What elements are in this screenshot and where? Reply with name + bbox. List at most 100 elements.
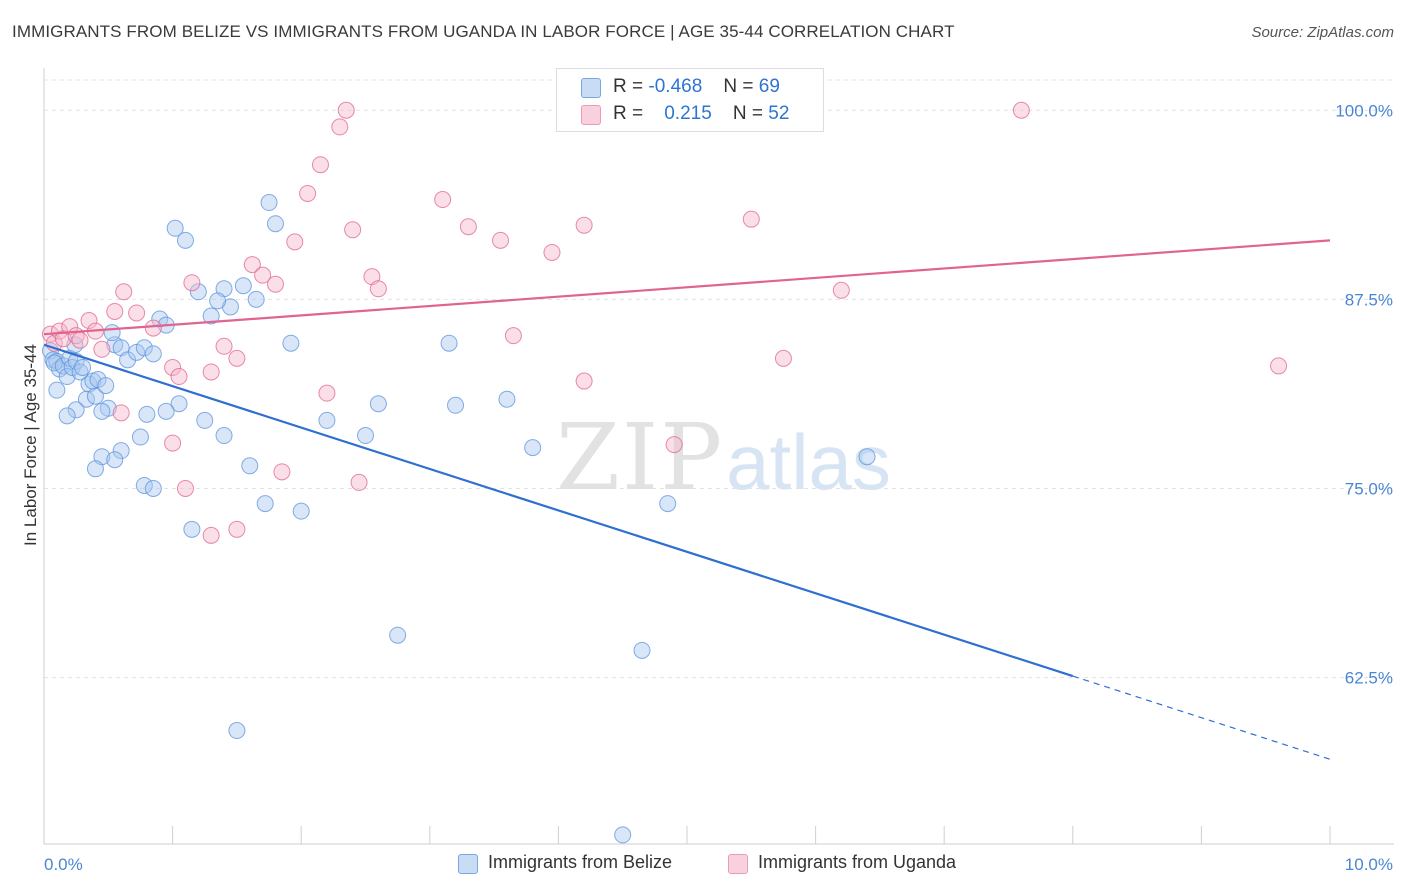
series-legend: Immigrants from Belize Immigrants from U…	[0, 852, 1406, 876]
uganda-point	[459, 218, 477, 236]
uganda-point	[176, 479, 194, 497]
belize-point	[106, 451, 124, 469]
belize-r-value: -0.468	[648, 76, 703, 97]
y-tick-label: 62.5%	[1345, 669, 1393, 688]
uganda-point	[273, 463, 291, 481]
belize-point	[183, 520, 201, 538]
uganda-point	[128, 304, 146, 322]
belize-point	[234, 277, 252, 295]
belize-point	[614, 826, 632, 844]
uganda-point	[106, 302, 124, 320]
y-tick-label: 100.0%	[1335, 101, 1393, 120]
belize-point	[170, 395, 188, 413]
belize-point	[318, 411, 336, 429]
uganda-point	[575, 216, 593, 234]
belize-n-value: 69	[758, 76, 780, 97]
uganda-point	[1012, 101, 1030, 119]
gridlines	[44, 79, 1394, 679]
belize-point	[144, 345, 162, 363]
legend-item-belize-swatch	[458, 854, 478, 874]
y-axis-label: In Labor Force | Age 35-44	[21, 344, 40, 546]
uganda-point	[115, 283, 133, 301]
belize-point	[48, 381, 66, 399]
uganda-point	[337, 101, 355, 119]
belize-point	[58, 368, 76, 386]
series-uganda-points	[41, 101, 1288, 544]
trend-lines	[43, 239, 1331, 760]
belize-point	[202, 307, 220, 325]
uganda-point	[183, 274, 201, 292]
belize-point	[58, 407, 76, 425]
uganda-point	[93, 340, 111, 358]
belize-point	[86, 387, 104, 405]
uganda-point	[543, 243, 561, 261]
belize-point	[144, 479, 162, 497]
uganda-point	[832, 281, 850, 299]
uganda-point	[61, 318, 79, 336]
uganda-trend-line	[43, 239, 1331, 336]
y-tick-label: 87.5%	[1345, 290, 1393, 309]
belize-point	[247, 290, 265, 308]
uganda-point	[504, 327, 522, 345]
legend-text-belize: R = -0.468 N = 69	[613, 76, 780, 97]
uganda-point	[254, 266, 272, 284]
legend-swatch-belize	[581, 78, 601, 98]
uganda-point	[492, 231, 510, 249]
uganda-point	[665, 436, 683, 454]
uganda-point	[331, 118, 349, 136]
belize-point	[241, 457, 259, 475]
uganda-point	[215, 337, 233, 355]
belize-point	[86, 460, 104, 478]
uganda-point	[228, 520, 246, 538]
uganda-point	[774, 349, 792, 367]
belize-point	[292, 502, 310, 520]
belize-point	[215, 427, 233, 445]
source-credit: Source: ZipAtlas.com	[1251, 24, 1394, 41]
belize-point	[74, 358, 92, 376]
belize-point	[260, 194, 278, 212]
uganda-point	[144, 319, 162, 337]
belize-point	[633, 641, 651, 659]
uganda-point	[286, 233, 304, 251]
belize-point	[97, 377, 115, 395]
belize-point	[357, 427, 374, 445]
uganda-point	[575, 372, 593, 390]
belize-trend-extension	[1072, 675, 1331, 760]
legend-item-belize-label: Immigrants from Belize	[488, 852, 673, 872]
belize-point	[196, 411, 214, 429]
uganda-point	[350, 473, 368, 491]
uganda-point	[344, 221, 362, 239]
uganda-point	[202, 526, 220, 544]
uganda-point	[369, 280, 387, 298]
belize-point	[209, 292, 227, 310]
axes	[43, 68, 1394, 845]
uganda-n-value: 52	[768, 103, 790, 124]
x-tick-label-min: 0.0%	[44, 855, 83, 874]
uganda-point	[202, 363, 220, 381]
uganda-point	[80, 312, 98, 330]
belize-trend-line	[43, 343, 1074, 678]
uganda-point	[164, 434, 182, 452]
belize-point	[266, 215, 284, 233]
belize-point	[189, 283, 207, 301]
series-belize-points	[41, 194, 876, 844]
y-axis-label-wrap: In Labor Force | Age 35-44	[16, 300, 46, 590]
belize-point	[228, 722, 246, 740]
x-tick-label-max: 10.0%	[1345, 855, 1393, 874]
belize-point	[103, 324, 121, 342]
legend-swatch-uganda	[581, 105, 601, 125]
belize-point	[112, 442, 130, 460]
uganda-point	[1270, 357, 1288, 375]
belize-point	[659, 495, 677, 513]
uganda-point	[318, 384, 336, 402]
uganda-point	[299, 184, 317, 202]
uganda-point	[228, 349, 246, 367]
belize-point	[498, 390, 516, 408]
belize-point	[135, 476, 153, 494]
belize-point	[135, 339, 153, 357]
belize-point	[131, 428, 149, 446]
belize-point	[858, 448, 876, 466]
uganda-point	[742, 210, 760, 228]
belize-point	[77, 390, 95, 408]
